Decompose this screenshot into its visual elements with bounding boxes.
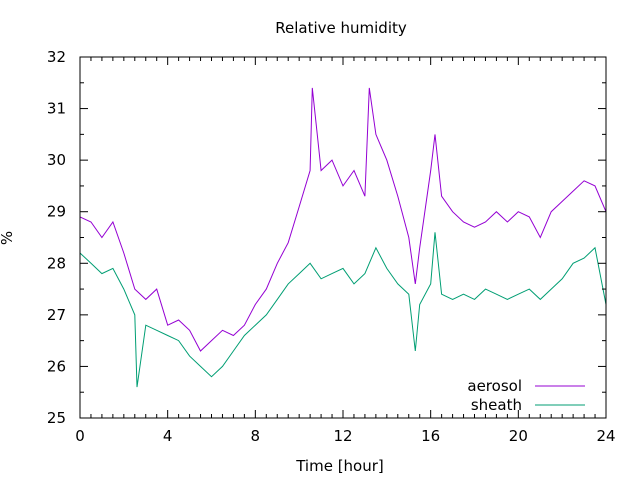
y-tick-label: 29 xyxy=(47,203,66,221)
y-axis-label: % xyxy=(0,231,16,245)
legend-label-aerosol: aerosol xyxy=(467,377,522,395)
x-axis-label: Time [hour] xyxy=(295,457,384,475)
legend: aerosol sheath xyxy=(467,377,585,414)
x-tick-label: 8 xyxy=(251,427,261,445)
legend-label-sheath: sheath xyxy=(471,396,522,414)
series-line-sheath xyxy=(79,232,607,388)
x-tick-label: 12 xyxy=(333,427,352,445)
y-tick-label: 30 xyxy=(47,151,66,169)
x-tick-label: 16 xyxy=(421,427,440,445)
x-tick-label: 0 xyxy=(75,427,85,445)
series-line-aerosol xyxy=(79,87,607,352)
y-tick-label: 25 xyxy=(47,409,66,427)
ticks-layer: 0 4 8 12 16 20 24 25 26 27 28 29 30 31 32 xyxy=(47,48,616,445)
y-tick-label: 31 xyxy=(47,100,66,118)
x-tick-label: 24 xyxy=(596,427,615,445)
y-tick-label: 27 xyxy=(47,306,66,324)
y-tick-label: 28 xyxy=(47,254,66,272)
chart-title: Relative humidity xyxy=(275,19,407,37)
y-tick-label: 32 xyxy=(47,48,66,66)
y-tick-label: 26 xyxy=(47,357,66,375)
series-layer xyxy=(79,87,607,388)
x-tick-label: 4 xyxy=(163,427,173,445)
x-tick-label: 20 xyxy=(509,427,528,445)
